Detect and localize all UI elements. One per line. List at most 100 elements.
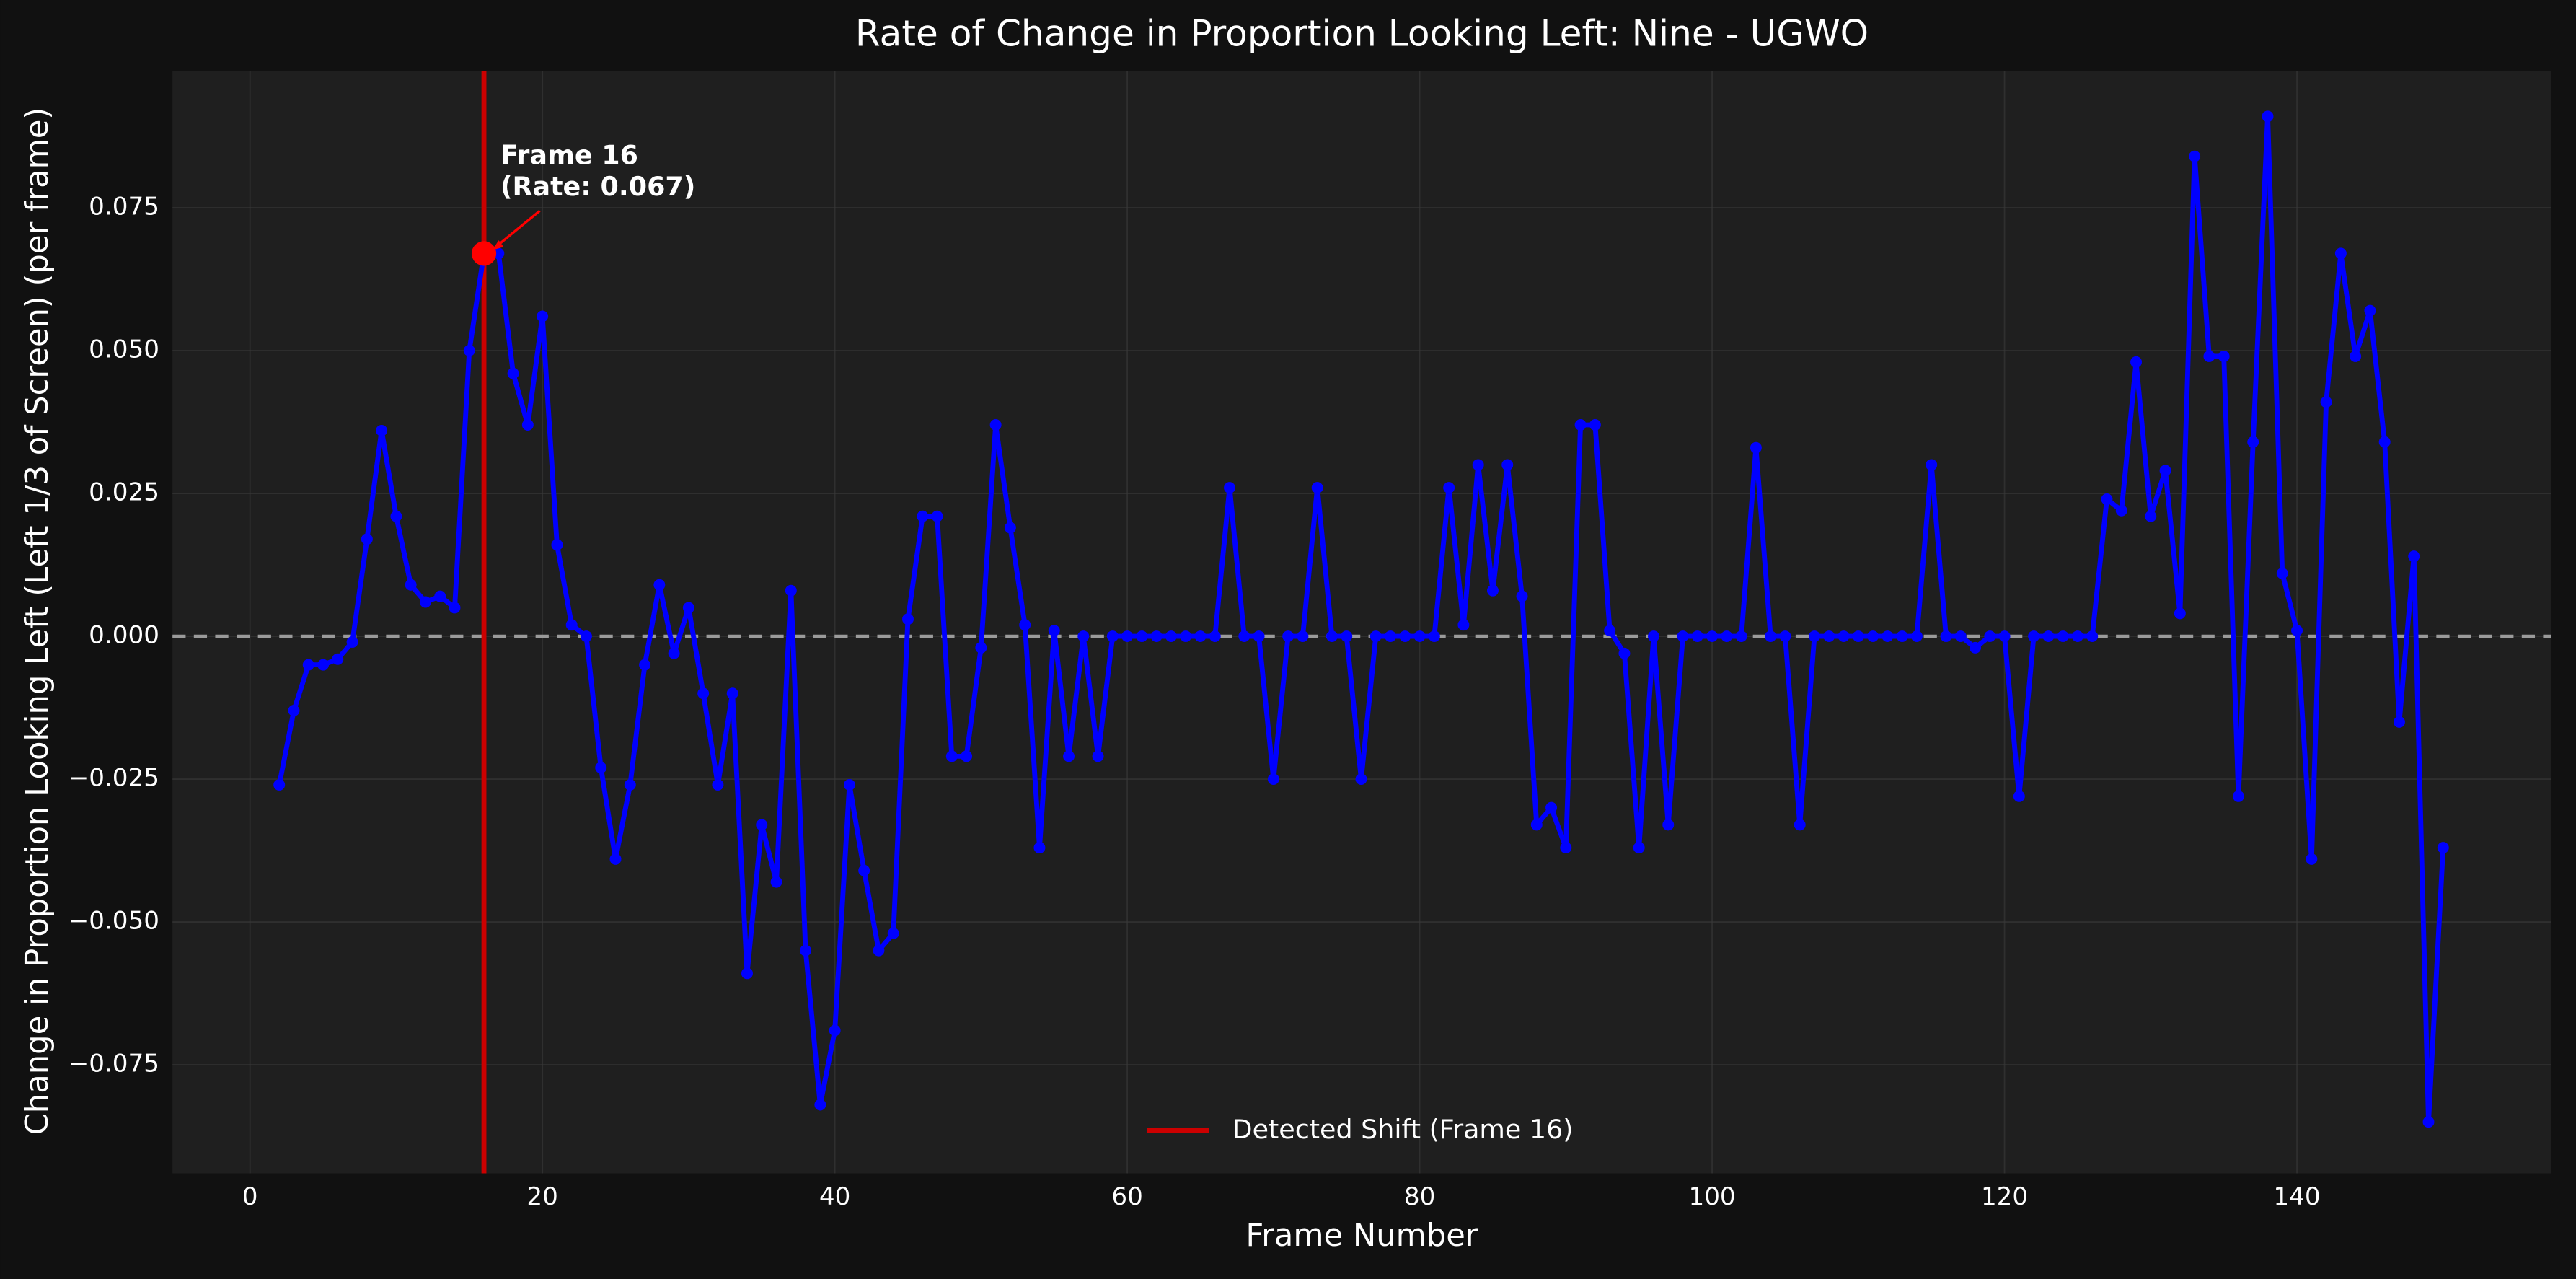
data-point: [1004, 522, 1016, 534]
data-point: [2232, 790, 2244, 802]
data-point: [1838, 630, 1850, 643]
annotation-text: (Rate: 0.067): [500, 171, 696, 202]
data-point: [2437, 842, 2449, 854]
data-point: [317, 659, 330, 671]
data-point: [288, 705, 300, 716]
data-point: [537, 310, 549, 322]
data-point: [1385, 630, 1397, 643]
data-point: [741, 967, 753, 980]
data-point: [1633, 842, 1645, 854]
data-point: [1443, 482, 1455, 494]
data-point: [507, 367, 519, 379]
data-point: [1048, 625, 1060, 637]
data-point: [2276, 567, 2288, 579]
data-point: [1530, 819, 1543, 831]
data-point: [434, 590, 446, 602]
data-point: [2364, 304, 2376, 317]
data-point: [785, 584, 797, 597]
data-point: [1954, 630, 1967, 643]
data-point: [2262, 110, 2274, 123]
data-point: [1706, 630, 1719, 643]
y-tick-label: 0.075: [89, 193, 159, 221]
data-point: [376, 424, 388, 436]
x-tick-label: 20: [526, 1182, 557, 1211]
data-point: [2306, 853, 2318, 865]
data-point: [1092, 750, 1104, 762]
y-tick-label: 0.025: [89, 478, 159, 507]
data-point: [2174, 607, 2186, 620]
data-point: [2334, 247, 2347, 260]
data-point: [1238, 630, 1250, 643]
data-point: [1560, 842, 1572, 854]
data-point: [1809, 630, 1820, 643]
data-point: [1428, 630, 1440, 643]
data-point: [1150, 630, 1163, 643]
data-point: [1019, 619, 1031, 631]
data-point: [2378, 436, 2391, 448]
data-point: [682, 602, 694, 614]
data-point: [1194, 630, 1207, 643]
y-tick-label: −0.075: [69, 1050, 159, 1078]
data-point: [405, 579, 417, 591]
y-axis-label: Change in Proportion Looking Left (Left …: [19, 107, 56, 1135]
data-point: [1910, 630, 1923, 643]
data-point: [800, 944, 812, 957]
data-point: [1750, 441, 1762, 454]
data-point: [770, 876, 782, 888]
data-point: [2115, 504, 2127, 517]
data-point: [521, 419, 534, 431]
data-point: [1589, 419, 1601, 431]
data-point: [1399, 630, 1411, 643]
data-point: [2159, 465, 2171, 477]
data-point: [2071, 630, 2083, 643]
x-tick-label: 40: [819, 1182, 850, 1211]
data-point: [1413, 630, 1426, 643]
data-point: [1794, 819, 1806, 831]
data-point: [1896, 630, 1908, 643]
data-point: [1486, 584, 1499, 597]
data-point: [1472, 459, 1484, 471]
data-point: [2203, 350, 2215, 362]
data-point: [989, 419, 1002, 431]
data-point: [653, 579, 666, 591]
data-point: [1516, 590, 1528, 602]
data-point: [697, 687, 710, 700]
x-tick-label: 140: [2273, 1182, 2320, 1211]
data-point: [551, 539, 563, 551]
data-point: [1136, 630, 1148, 643]
data-point: [419, 596, 431, 608]
x-tick-label: 80: [1404, 1182, 1435, 1211]
x-tick-label: 60: [1111, 1182, 1142, 1211]
data-point: [1224, 482, 1236, 494]
data-point: [1369, 630, 1382, 643]
data-point: [2042, 630, 2055, 643]
x-tick-label: 120: [1981, 1182, 2028, 1211]
data-point: [2247, 436, 2259, 448]
x-tick-label: 100: [1688, 1182, 1735, 1211]
data-point: [1648, 630, 1659, 643]
y-tick-label: 0.050: [89, 335, 159, 364]
data-point: [1779, 630, 1791, 643]
data-point: [463, 345, 475, 357]
data-point: [1940, 630, 1952, 643]
data-point: [1926, 459, 1938, 471]
data-point: [624, 778, 636, 791]
data-point: [1063, 750, 1075, 762]
data-point: [2218, 350, 2230, 362]
legend-label: Detected Shift (Frame 16): [1232, 1114, 1574, 1145]
data-point: [756, 819, 768, 831]
data-point: [975, 641, 987, 654]
data-point: [2320, 396, 2332, 408]
data-point: [580, 630, 592, 643]
data-point: [1735, 630, 1747, 643]
data-point: [1882, 630, 1894, 643]
data-point: [2291, 625, 2303, 637]
data-point: [858, 864, 870, 876]
data-point: [1604, 625, 1616, 637]
data-point: [361, 533, 373, 545]
data-point: [332, 653, 344, 665]
data-point: [1691, 630, 1703, 643]
data-point: [1998, 630, 2011, 643]
x-axis-label: Frame Number: [1245, 1218, 1478, 1254]
